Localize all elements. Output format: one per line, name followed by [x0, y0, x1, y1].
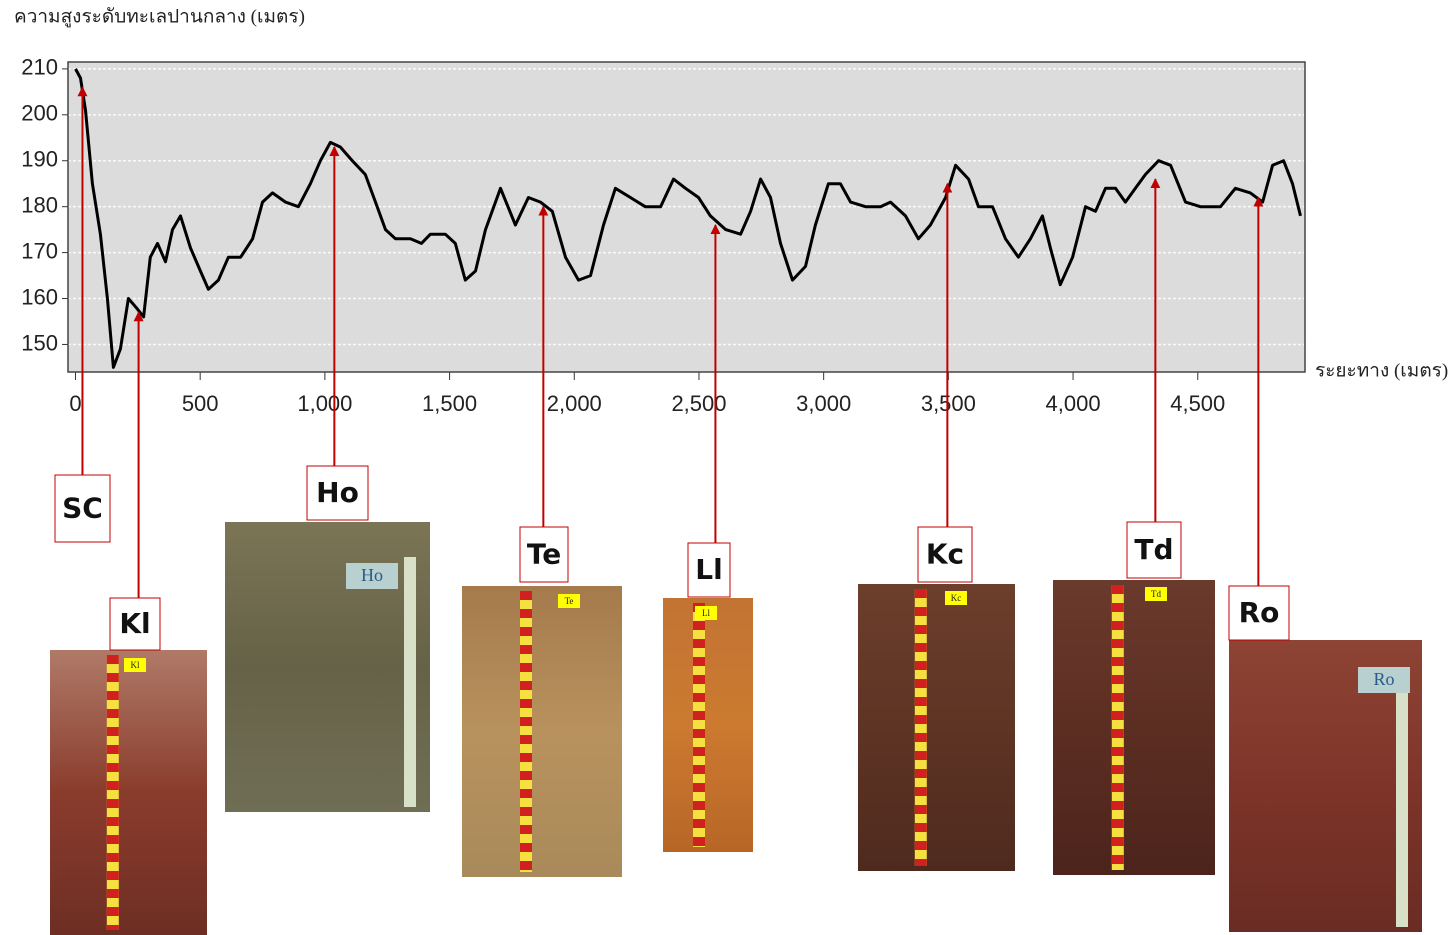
y-tick-label: 180 [21, 192, 58, 217]
x-tick-label: 1,000 [297, 391, 352, 416]
photo-tag-label: Kl [131, 660, 140, 670]
soil-photo [225, 522, 430, 812]
soil-photo [858, 584, 1015, 871]
label-box [54, 474, 111, 543]
x-axis-title: ระยะทาง (เมตร) [1315, 360, 1448, 381]
y-tick-label: 210 [21, 55, 58, 80]
x-tick-label: 500 [182, 391, 219, 416]
y-tick-label: 150 [21, 330, 58, 355]
photo-tag [124, 658, 146, 672]
label-box [687, 542, 731, 598]
photo-tag-label: Ll [702, 608, 710, 618]
annotation-label: SC [62, 492, 103, 525]
label-box [1126, 521, 1182, 579]
x-tick-label: 2,000 [547, 391, 602, 416]
annotation-label: Ll [695, 553, 722, 586]
x-tick-label: 4,500 [1170, 391, 1225, 416]
soil-photo [663, 598, 753, 852]
x-tick-label: 1,500 [422, 391, 477, 416]
x-tick-label: 4,000 [1046, 391, 1101, 416]
label-box [917, 526, 973, 583]
elevation-line [74, 68, 1302, 369]
label-box [109, 597, 161, 651]
label-box [519, 526, 569, 583]
annotation-label: Ho [316, 476, 359, 509]
photo-tag-label: Ro [1373, 669, 1394, 689]
x-tick-label: 3,000 [796, 391, 851, 416]
photo-tag-label: Kc [951, 593, 962, 603]
photo-tag-label: Ho [361, 565, 383, 585]
y-tick-label: 200 [21, 101, 58, 126]
photo-tag [558, 594, 580, 608]
plot-border [67, 61, 1306, 373]
x-tick-label: 2,500 [671, 391, 726, 416]
plot-area [68, 62, 1305, 372]
annotation-label: Ro [1239, 596, 1280, 629]
annotation-label: Kl [119, 607, 150, 640]
photo-tag [1358, 667, 1410, 693]
soil-photo [50, 650, 207, 935]
photo-tag [1145, 587, 1167, 601]
soil-photo [1053, 580, 1215, 875]
photo-tag-label: Te [565, 596, 574, 606]
x-tick-label: 0 [69, 391, 81, 416]
annotation-label: Te [527, 538, 561, 571]
photo-tag [945, 591, 967, 605]
annotation-label: Kc [926, 538, 964, 571]
y-tick-label: 160 [21, 284, 58, 309]
y-axis-title: ความสูงระดับทะเลปานกลาง (เมตร) [14, 6, 305, 27]
soil-photo [462, 586, 622, 877]
photo-tag [695, 606, 717, 620]
label-box [1228, 585, 1290, 641]
photo-tag-label: Td [1151, 589, 1161, 599]
annotation-label: Td [1134, 533, 1173, 566]
photo-tag [346, 563, 398, 589]
label-box [306, 465, 369, 521]
y-tick-label: 190 [21, 147, 58, 172]
y-tick-label: 170 [21, 238, 58, 263]
